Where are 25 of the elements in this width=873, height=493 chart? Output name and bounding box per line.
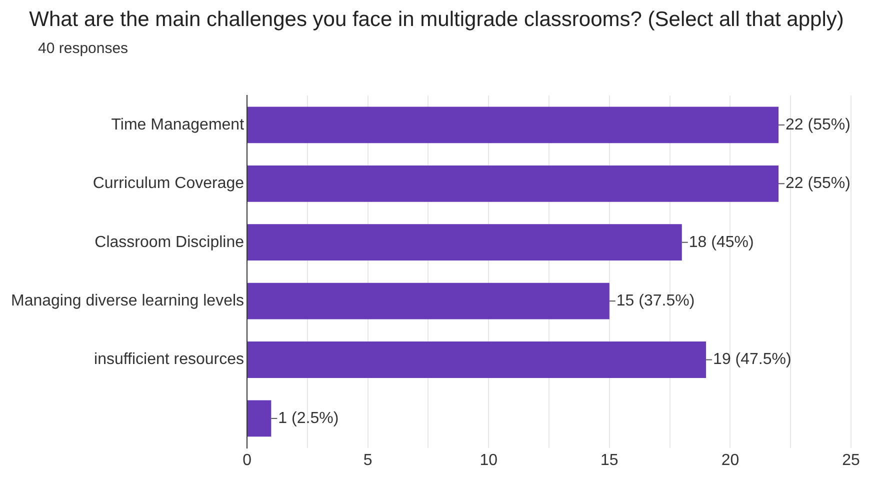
y-tick-label: Curriculum Coverage (92, 175, 244, 192)
bar (248, 224, 682, 261)
data-label: 19 (47.5%) (713, 351, 792, 368)
data-label: 1 (2.5%) (278, 410, 339, 427)
chart-title: What are the main challenges you face in multigrade classrooms? (Select all that apply) (28, 8, 845, 32)
y-tick-label: insufficient resources (94, 351, 244, 368)
y-tick-label: Time Management (111, 116, 245, 134)
bar (248, 400, 272, 437)
y-tick-label: Classroom Discipline (94, 234, 244, 251)
bar (248, 342, 706, 378)
data-label: 22 (55%) (786, 175, 850, 192)
data-label: 22 (55%) (786, 116, 850, 134)
x-tick-label: 10 (480, 452, 498, 469)
data-label: 18 (45%) (688, 234, 754, 251)
y-tick-label: Managing diverse learning levels (10, 292, 244, 310)
text: 40 responses (38, 40, 130, 57)
x-tick-label: 15 (600, 452, 618, 469)
data-label: 15 (37.5%) (616, 292, 695, 310)
x-tick-label: 20 (721, 452, 740, 469)
bar (248, 165, 779, 202)
x-tick-label: 0 (242, 452, 252, 469)
bar (248, 106, 779, 144)
bar (248, 282, 610, 320)
x-tick-label: 25 (842, 452, 860, 469)
x-tick-label: 5 (363, 452, 372, 469)
